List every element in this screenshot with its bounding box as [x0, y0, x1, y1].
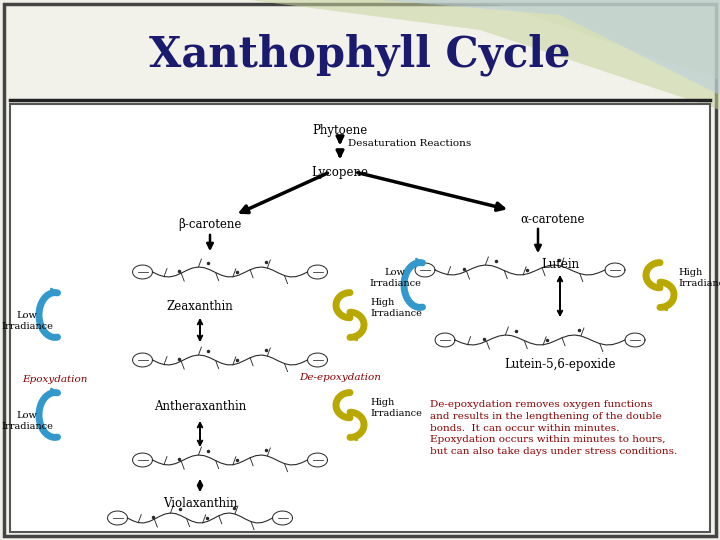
- Text: De-epoxydation: De-epoxydation: [299, 374, 381, 382]
- Text: Antheraxanthin: Antheraxanthin: [154, 400, 246, 413]
- Text: Violaxanthin: Violaxanthin: [163, 497, 237, 510]
- Text: High
Irradiance: High Irradiance: [370, 298, 422, 318]
- Polygon shape: [300, 0, 720, 80]
- Text: Low
Irradiance: Low Irradiance: [369, 268, 421, 288]
- Text: Low
Irradiance: Low Irradiance: [1, 311, 53, 330]
- FancyBboxPatch shape: [4, 4, 716, 536]
- Text: Zeaxanthin: Zeaxanthin: [166, 300, 233, 313]
- Text: High
Irradiance: High Irradiance: [678, 268, 720, 288]
- Text: High
Irradiance: High Irradiance: [370, 399, 422, 418]
- Text: Lutein-5,6-epoxide: Lutein-5,6-epoxide: [504, 358, 616, 371]
- Text: Phytoene: Phytoene: [312, 124, 368, 137]
- Polygon shape: [380, 0, 720, 95]
- FancyBboxPatch shape: [10, 104, 710, 532]
- Text: Epoxydation: Epoxydation: [22, 375, 88, 384]
- Text: Lutein: Lutein: [541, 258, 579, 271]
- Text: β-carotene: β-carotene: [179, 218, 242, 231]
- Text: Low
Irradiance: Low Irradiance: [1, 411, 53, 431]
- Text: α-carotene: α-carotene: [520, 213, 585, 226]
- Polygon shape: [250, 0, 720, 110]
- Text: Lycopene: Lycopene: [312, 166, 369, 179]
- Text: Xanthophyll Cycle: Xanthophyll Cycle: [149, 33, 571, 76]
- Text: De-epoxydation removes oxygen functions
and results in the lengthening of the do: De-epoxydation removes oxygen functions …: [430, 400, 678, 456]
- Text: Desaturation Reactions: Desaturation Reactions: [348, 138, 472, 147]
